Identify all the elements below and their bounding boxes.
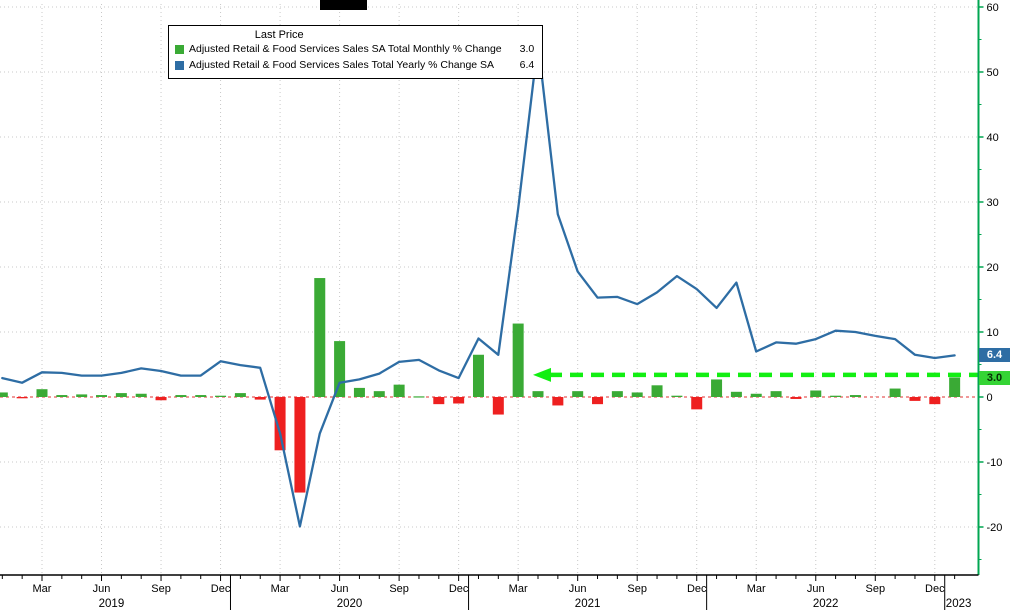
monthly-change-bar: [36, 389, 48, 397]
monthly-change-bar: [651, 385, 663, 397]
monthly-change-bar: [472, 354, 484, 397]
last-price-badge-monthly: 3.0: [979, 371, 1010, 385]
monthly-change-bar: [334, 341, 346, 397]
x-axis-month-label: Mar: [747, 583, 766, 595]
y-axis-label: 30: [987, 197, 999, 209]
monthly-change-bar: [56, 395, 68, 397]
x-axis-month-label: Dec: [211, 583, 231, 595]
monthly-change-bar: [234, 393, 246, 397]
monthly-change-bar: [0, 392, 8, 397]
monthly-change-bar: [572, 391, 584, 397]
monthly-change-bar: [314, 278, 326, 397]
x-axis-month-label: Mar: [33, 583, 52, 595]
y-axis-label: 10: [987, 327, 999, 339]
monthly-change-bar: [96, 395, 108, 397]
x-axis-month-label: Sep: [627, 583, 647, 595]
monthly-change-bar: [889, 388, 901, 397]
monthly-change-bar: [810, 390, 822, 397]
x-axis-year-label: 2021: [575, 598, 601, 610]
x-axis-month-label: Sep: [389, 583, 409, 595]
annotation-arrow-head-icon: [533, 367, 551, 382]
monthly-change-bar: [949, 377, 961, 397]
yearly-change-line: [1, 41, 956, 528]
y-axis-label: 40: [987, 132, 999, 144]
x-axis-month-label: Dec: [925, 583, 945, 595]
monthly-change-bar: [294, 397, 306, 493]
y-axis-label: 60: [987, 2, 999, 14]
x-axis-month-label: Jun: [331, 583, 349, 595]
last-price-badge-yearly: 6.4: [979, 348, 1010, 362]
x-axis-month-label: Dec: [449, 583, 469, 595]
monthly-series-swatch-icon: [175, 44, 184, 54]
y-axis-label: -20: [987, 522, 1003, 534]
yearly-series-swatch-icon: [175, 60, 184, 70]
monthly-change-bar: [413, 396, 425, 398]
monthly-change-bar: [215, 395, 227, 397]
legend-label-yearly: Adjusted Retail & Food Services Sales To…: [189, 59, 495, 71]
monthly-change-bar: [254, 397, 266, 400]
legend-row-yearly: Adjusted Retail & Food Services Sales To…: [175, 57, 534, 73]
y-axis-label: 0: [987, 392, 993, 404]
monthly-change-bar: [631, 392, 643, 397]
monthly-change-bar: [393, 384, 405, 397]
monthly-change-bar: [532, 391, 544, 397]
x-axis-month-label: Jun: [807, 583, 825, 595]
monthly-change-bar: [691, 397, 703, 410]
monthly-change-bar: [135, 393, 147, 397]
monthly-change-bar: [730, 391, 742, 397]
monthly-change-bar: [830, 395, 842, 397]
monthly-change-bar: [175, 395, 187, 397]
monthly-change-bar: [909, 397, 921, 401]
x-axis-month-label: Jun: [569, 583, 587, 595]
legend-row-monthly: Adjusted Retail & Food Services Sales SA…: [175, 41, 534, 57]
monthly-change-bar: [492, 397, 504, 415]
x-axis-month-label: Mar: [271, 583, 290, 595]
monthly-change-bar: [592, 397, 604, 405]
monthly-change-bar: [711, 379, 723, 397]
x-axis-month-label: Sep: [151, 583, 171, 595]
legend-label-monthly: Adjusted Retail & Food Services Sales SA…: [189, 43, 502, 55]
monthly-change-bar: [274, 397, 286, 451]
monthly-change-bar: [76, 394, 88, 397]
cropped-toolbar-artifact: [320, 0, 367, 10]
monthly-change-bar: [671, 395, 683, 397]
x-axis-month-label: Dec: [687, 583, 707, 595]
x-axis-year-label: 2023: [946, 598, 972, 610]
monthly-change-bar: [195, 395, 207, 397]
monthly-change-bar: [611, 391, 623, 397]
monthly-change-bar: [155, 397, 167, 401]
monthly-change-bar: [373, 391, 385, 397]
x-axis-month-label: Mar: [509, 583, 528, 595]
y-axis-label: -10: [987, 457, 1003, 469]
monthly-change-bar: [16, 397, 28, 399]
x-axis-month-label: Jun: [93, 583, 111, 595]
monthly-change-bar: [849, 395, 861, 397]
monthly-change-bar: [115, 393, 127, 397]
monthly-change-bar: [929, 397, 941, 405]
monthly-change-bar: [433, 397, 445, 405]
x-axis-month-label: Sep: [865, 583, 885, 595]
monthly-change-bar: [353, 387, 365, 397]
legend-title: Last Price: [254, 29, 304, 41]
x-axis-year-label: 2022: [813, 598, 839, 610]
y-axis-label: 50: [987, 67, 999, 79]
monthly-change-bar: [790, 397, 802, 399]
legend-value-monthly: 3.0: [519, 43, 535, 55]
monthly-change-bar: [552, 397, 564, 406]
monthly-change-bar: [453, 397, 465, 404]
y-axis-label: 20: [987, 262, 999, 274]
x-axis-year-label: 2019: [99, 598, 125, 610]
monthly-change-bar: [512, 323, 524, 397]
x-axis-year-label: 2020: [337, 598, 363, 610]
monthly-change-bar: [770, 391, 782, 397]
legend-value-yearly: 6.4: [519, 59, 535, 71]
monthly-change-bar: [750, 393, 762, 397]
legend-box: Last Price Adjusted Retail & Food Servic…: [168, 25, 544, 79]
